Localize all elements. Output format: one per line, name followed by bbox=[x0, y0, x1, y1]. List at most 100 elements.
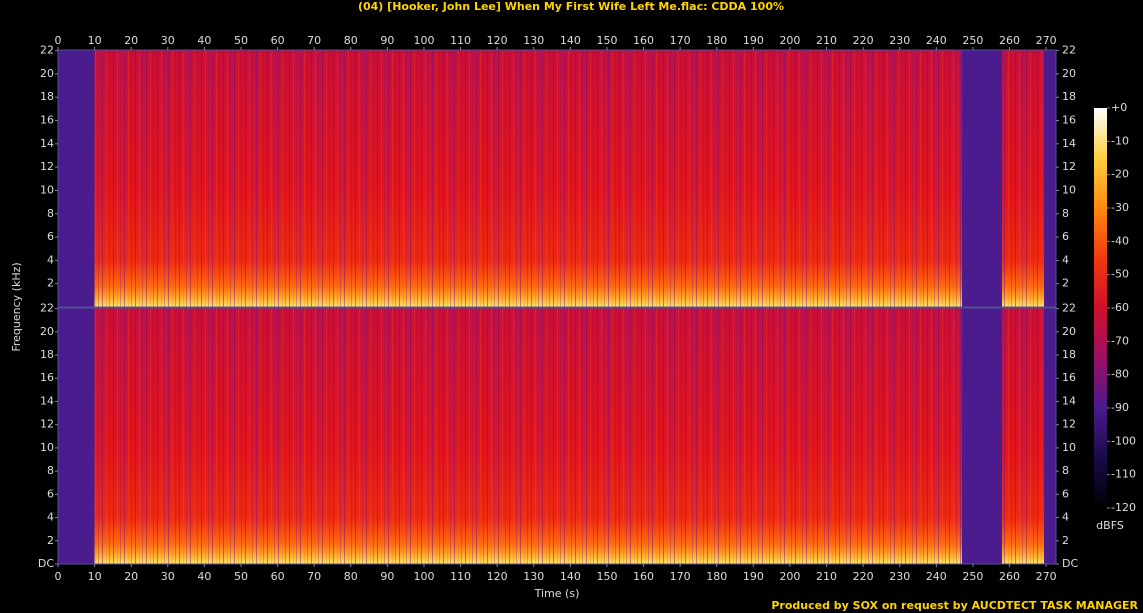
x-tick-label: 150 bbox=[596, 34, 617, 47]
x-tick-label: 80 bbox=[344, 570, 358, 583]
y-tick-label: 4 bbox=[47, 511, 54, 524]
y-tick-label: 20 bbox=[40, 325, 54, 338]
x-tick-label: 270 bbox=[1036, 570, 1057, 583]
x-tick-label: 130 bbox=[523, 34, 544, 47]
y-tick-label: 4 bbox=[1062, 253, 1069, 266]
x-tick-label: 100 bbox=[413, 570, 434, 583]
x-tick-label: 130 bbox=[523, 570, 544, 583]
y-tick-label: 2 bbox=[47, 277, 54, 290]
x-tick-label: 50 bbox=[234, 570, 248, 583]
x-tick-label: 50 bbox=[234, 34, 248, 47]
y-tick-label: 22 bbox=[40, 44, 54, 57]
plot-frame bbox=[57, 307, 1057, 565]
y-axis-label: Frequency (kHz) bbox=[10, 262, 23, 351]
x-tick-label: 20 bbox=[124, 34, 138, 47]
colorbar-tick-label: -50 bbox=[1111, 268, 1129, 281]
x-tick-label: 70 bbox=[307, 570, 321, 583]
y-tick-label: 6 bbox=[1062, 487, 1069, 500]
x-tick-label: 160 bbox=[633, 34, 654, 47]
x-tick-label: 70 bbox=[307, 34, 321, 47]
x-tick-label: 200 bbox=[779, 570, 800, 583]
x-tick-label: 120 bbox=[487, 34, 508, 47]
colorbar-tick-label: -70 bbox=[1111, 334, 1129, 347]
x-tick-label: 60 bbox=[271, 34, 285, 47]
y-tick-label: 8 bbox=[1062, 207, 1069, 220]
x-tick-label: 190 bbox=[743, 34, 764, 47]
x-tick-label: 250 bbox=[962, 34, 983, 47]
colorbar-tick-label: -40 bbox=[1111, 234, 1129, 247]
x-tick-label: 230 bbox=[889, 34, 910, 47]
x-tick-label: 90 bbox=[380, 570, 394, 583]
y-tick-label: 6 bbox=[1062, 230, 1069, 243]
x-tick-label: 100 bbox=[413, 34, 434, 47]
x-tick-label: 190 bbox=[743, 570, 764, 583]
y-tick-label: 4 bbox=[47, 253, 54, 266]
x-tick-label: 10 bbox=[88, 34, 102, 47]
colorbar bbox=[1094, 108, 1107, 508]
y-tick-label: 22 bbox=[1062, 302, 1076, 315]
y-tick-label: 20 bbox=[40, 67, 54, 80]
x-tick-label: 10 bbox=[88, 570, 102, 583]
colorbar-tick-label: -80 bbox=[1111, 368, 1129, 381]
colorbar-tick-label: -90 bbox=[1111, 401, 1129, 414]
y-tick-label: DC bbox=[1062, 557, 1078, 570]
x-tick-label: 260 bbox=[999, 34, 1020, 47]
colorbar-tick-label: -30 bbox=[1111, 201, 1129, 214]
colorbar-label: dBFS bbox=[1096, 519, 1124, 532]
y-tick-label: 14 bbox=[40, 137, 54, 150]
x-tick-label: 180 bbox=[706, 34, 727, 47]
y-tick-label: 6 bbox=[47, 487, 54, 500]
x-tick-label: 240 bbox=[926, 570, 947, 583]
x-tick-label: 140 bbox=[560, 34, 581, 47]
y-tick-label: 16 bbox=[1062, 371, 1076, 384]
x-tick-label: 40 bbox=[197, 570, 211, 583]
x-tick-label: 30 bbox=[161, 34, 175, 47]
y-tick-label: 18 bbox=[1062, 348, 1076, 361]
y-tick-label: 16 bbox=[40, 114, 54, 127]
colorbar-tick-label: -60 bbox=[1111, 301, 1129, 314]
x-tick-label: 220 bbox=[853, 34, 874, 47]
x-tick-label: 90 bbox=[380, 34, 394, 47]
colorbar-tick-label: -20 bbox=[1111, 168, 1129, 181]
y-tick-label: 2 bbox=[47, 534, 54, 547]
y-tick-label: 22 bbox=[40, 302, 54, 315]
x-tick-label: 110 bbox=[450, 570, 471, 583]
x-tick-label: 170 bbox=[670, 570, 691, 583]
y-tick-label: 20 bbox=[1062, 325, 1076, 338]
y-tick-label: 16 bbox=[1062, 114, 1076, 127]
x-tick-label: 110 bbox=[450, 34, 471, 47]
y-tick-label: 8 bbox=[47, 464, 54, 477]
x-tick-label: 220 bbox=[853, 570, 874, 583]
footer: Produced by SOX on request by AUCDTECT T… bbox=[771, 599, 1138, 612]
y-tick-label: 18 bbox=[1062, 90, 1076, 103]
x-tick-label: 120 bbox=[487, 570, 508, 583]
x-tick-label: 0 bbox=[55, 570, 62, 583]
y-tick-label: 10 bbox=[40, 441, 54, 454]
colorbar-tick-label: -100 bbox=[1111, 434, 1136, 447]
x-tick-label: 240 bbox=[926, 34, 947, 47]
y-tick-label: 12 bbox=[40, 160, 54, 173]
y-tick-label: 18 bbox=[40, 348, 54, 361]
y-tick-label: 12 bbox=[40, 418, 54, 431]
y-tick-label: 8 bbox=[47, 207, 54, 220]
y-tick-label: 2 bbox=[1062, 277, 1069, 290]
x-tick-label: 160 bbox=[633, 570, 654, 583]
x-tick-label: 80 bbox=[344, 34, 358, 47]
y-tick-label: 12 bbox=[1062, 160, 1076, 173]
x-tick-label: 0 bbox=[55, 34, 62, 47]
y-tick-label: 6 bbox=[47, 230, 54, 243]
x-tick-label: 210 bbox=[816, 570, 837, 583]
x-tick-label: 200 bbox=[779, 34, 800, 47]
x-tick-label: 30 bbox=[161, 570, 175, 583]
y-tick-label: 14 bbox=[40, 394, 54, 407]
spectrogram-channel-2 bbox=[58, 308, 1056, 564]
chart-title: (04) [Hooker, John Lee] When My First Wi… bbox=[358, 0, 784, 13]
x-tick-label: 250 bbox=[962, 570, 983, 583]
y-tick-label: DC bbox=[38, 557, 54, 570]
spectrogram-channel-1 bbox=[58, 50, 1056, 307]
y-tick-label: 20 bbox=[1062, 67, 1076, 80]
y-tick-label: 10 bbox=[40, 183, 54, 196]
x-tick-label: 260 bbox=[999, 570, 1020, 583]
